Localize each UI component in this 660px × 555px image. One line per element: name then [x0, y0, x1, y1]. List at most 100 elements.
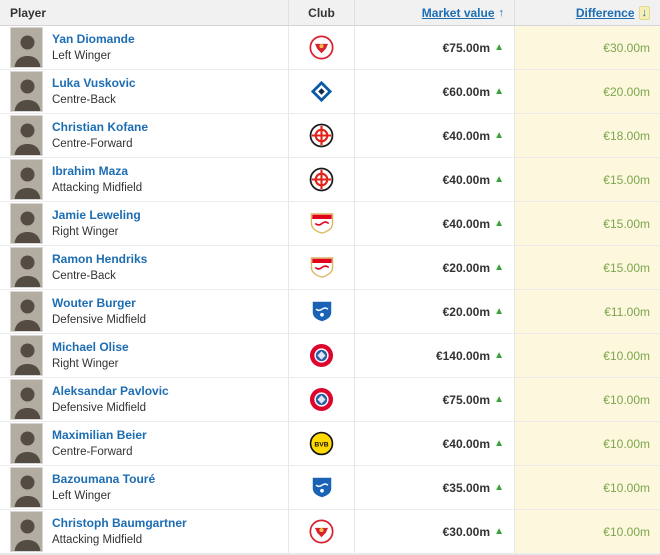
- header-club: Club: [289, 0, 355, 25]
- table-row: Christian Kofane Centre-Forward €40.00m …: [0, 114, 660, 158]
- player-photo[interactable]: [10, 159, 43, 200]
- player-cell: Ramon Hendriks Centre-Back: [0, 246, 289, 289]
- market-value-cell: €75.00m ▲: [355, 26, 515, 69]
- player-name-link[interactable]: Maximilian Beier: [52, 427, 147, 442]
- trend-up-icon: ▲: [494, 261, 504, 273]
- difference-value: €10.00m: [603, 392, 650, 407]
- player-text: Christian Kofane Centre-Forward: [52, 120, 148, 151]
- club-cell: [289, 114, 355, 157]
- vfb-stuttgart-badge[interactable]: [309, 255, 335, 281]
- player-text: Ramon Hendriks Centre-Back: [52, 252, 147, 283]
- difference-value: €30.00m: [603, 40, 650, 55]
- trend-up-icon: ▲: [494, 41, 504, 53]
- player-cell: Jamie Leweling Right Winger: [0, 202, 289, 245]
- bayer-leverkusen-badge[interactable]: [309, 123, 335, 149]
- club-cell: [289, 246, 355, 289]
- player-name-link[interactable]: Michael Olise: [52, 339, 129, 354]
- club-cell: [289, 202, 355, 245]
- club-cell: [289, 290, 355, 333]
- player-cell: Luka Vuskovic Centre-Back: [0, 70, 289, 113]
- player-cell: Maximilian Beier Centre-Forward: [0, 422, 289, 465]
- difference-value: €15.00m: [603, 216, 650, 231]
- player-photo[interactable]: [10, 203, 43, 244]
- player-name-link[interactable]: Yan Diomande: [52, 31, 135, 46]
- table-row: Yan Diomande Left Winger €75.00m ▲ €30.0…: [0, 26, 660, 70]
- table-body: Yan Diomande Left Winger €75.00m ▲ €30.0…: [0, 26, 660, 554]
- player-name-link[interactable]: Bazoumana Touré: [52, 471, 156, 486]
- rb-leipzig-badge[interactable]: [309, 519, 335, 545]
- header-difference: Difference ↓: [515, 0, 660, 25]
- sort-market-value-link[interactable]: Market value: [421, 5, 495, 20]
- sort-difference-link[interactable]: Difference: [575, 5, 635, 20]
- trend-up-icon: ▲: [494, 85, 504, 97]
- player-photo[interactable]: [10, 115, 43, 156]
- bayer-leverkusen-badge[interactable]: [309, 167, 335, 193]
- player-position: Defensive Midfield: [52, 401, 146, 414]
- market-value-cell: €40.00m ▲: [355, 202, 515, 245]
- player-name-link[interactable]: Wouter Burger: [52, 295, 136, 310]
- market-value: €40.00m: [442, 128, 490, 143]
- player-photo[interactable]: [10, 27, 43, 68]
- table-row: Christoph Baumgartner Attacking Midfield…: [0, 510, 660, 554]
- trend-up-icon: ▲: [494, 437, 504, 449]
- difference-value: €11.00m: [604, 304, 650, 319]
- player-name-link[interactable]: Aleksandar Pavlovic: [52, 383, 169, 398]
- market-value-cell: €40.00m ▲: [355, 158, 515, 201]
- player-photo[interactable]: [10, 379, 43, 420]
- player-photo[interactable]: [10, 511, 43, 552]
- market-value: €40.00m: [442, 172, 490, 187]
- player-photo[interactable]: [10, 291, 43, 332]
- difference-value: €10.00m: [603, 480, 650, 495]
- player-position: Defensive Midfield: [52, 313, 146, 326]
- player-name-link[interactable]: Ibrahim Maza: [52, 163, 129, 178]
- sort-up-icon[interactable]: ↑: [498, 6, 505, 19]
- club-cell: [289, 70, 355, 113]
- market-value: €40.00m: [442, 216, 490, 231]
- table-row: Jamie Leweling Right Winger €40.00m ▲ €1…: [0, 202, 660, 246]
- hoffenheim-badge[interactable]: [309, 299, 335, 325]
- trend-up-icon: ▲: [494, 217, 504, 229]
- player-name-link[interactable]: Ramon Hendriks: [52, 251, 148, 266]
- difference-cell: €10.00m: [515, 466, 660, 509]
- player-photo[interactable]: [10, 247, 43, 288]
- market-value-cell: €35.00m ▲: [355, 466, 515, 509]
- difference-cell: €11.00m: [515, 290, 660, 333]
- player-text: Maximilian Beier Centre-Forward: [52, 428, 147, 459]
- player-text: Jamie Leweling Right Winger: [52, 208, 141, 239]
- player-photo[interactable]: [10, 467, 43, 508]
- player-photo[interactable]: [10, 71, 43, 112]
- hamburger-sv-badge[interactable]: [309, 79, 335, 105]
- player-cell: Ibrahim Maza Attacking Midfield: [0, 158, 289, 201]
- player-text: Yan Diomande Left Winger: [52, 32, 135, 63]
- player-photo[interactable]: [10, 423, 43, 464]
- market-value-cell: €75.00m ▲: [355, 378, 515, 421]
- player-photo[interactable]: [10, 335, 43, 376]
- table-row: Wouter Burger Defensive Midfield €20.00m…: [0, 290, 660, 334]
- borussia-dortmund-badge[interactable]: BVB: [309, 431, 335, 457]
- hoffenheim-badge[interactable]: [309, 475, 335, 501]
- trend-up-icon: ▲: [494, 173, 504, 185]
- club-cell: [289, 378, 355, 421]
- trend-up-icon: ▲: [494, 349, 504, 361]
- header-market-value: Market value ↑: [355, 0, 515, 25]
- rb-leipzig-badge[interactable]: [309, 35, 335, 61]
- vfb-stuttgart-badge[interactable]: [309, 211, 335, 237]
- table-row: Maximilian Beier Centre-Forward BVB €40.…: [0, 422, 660, 466]
- bayern-munich-badge[interactable]: [309, 343, 335, 369]
- market-value: €75.00m: [442, 392, 490, 407]
- player-cell: Bazoumana Touré Left Winger: [0, 466, 289, 509]
- player-text: Ibrahim Maza Attacking Midfield: [52, 164, 142, 195]
- table-row: Bazoumana Touré Left Winger €35.00m ▲ €1…: [0, 466, 660, 510]
- market-value-cell: €30.00m ▲: [355, 510, 515, 553]
- sort-down-icon[interactable]: ↓: [638, 5, 650, 20]
- bayern-munich-badge[interactable]: [309, 387, 335, 413]
- club-cell: BVB: [289, 422, 355, 465]
- market-value-cell: €20.00m ▲: [355, 246, 515, 289]
- market-value: €30.00m: [442, 524, 490, 539]
- player-name-link[interactable]: Luka Vuskovic: [52, 75, 136, 90]
- difference-cell: €15.00m: [515, 246, 660, 289]
- player-name-link[interactable]: Jamie Leweling: [52, 207, 141, 222]
- player-cell: Christian Kofane Centre-Forward: [0, 114, 289, 157]
- player-name-link[interactable]: Christian Kofane: [52, 119, 149, 134]
- player-name-link[interactable]: Christoph Baumgartner: [52, 515, 187, 530]
